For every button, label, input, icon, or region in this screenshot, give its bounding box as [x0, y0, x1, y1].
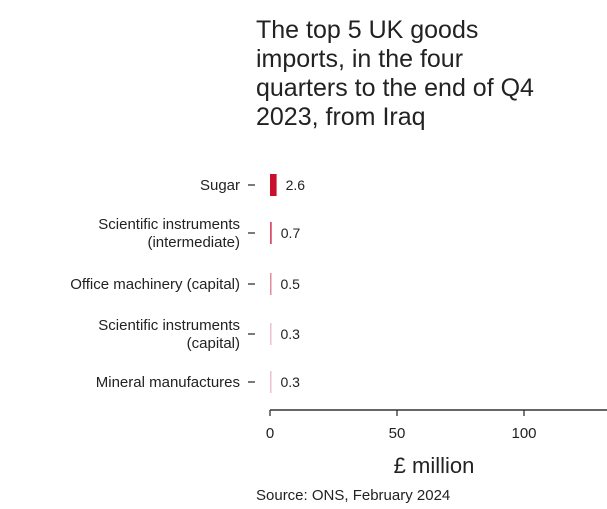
bar — [270, 174, 277, 196]
bar — [270, 273, 272, 295]
category-label: Office machinery (capital) — [70, 276, 240, 293]
x-tick-label: 50 — [389, 425, 406, 442]
value-label: 0.5 — [281, 276, 301, 292]
value-label: 2.6 — [286, 177, 306, 193]
bar — [270, 323, 272, 345]
x-tick-label: 0 — [266, 425, 274, 442]
value-label: 0.3 — [281, 326, 301, 342]
category-label: Sugar — [200, 177, 240, 194]
bar — [270, 222, 272, 244]
category-label: Scientific instruments (intermediate) — [98, 216, 240, 251]
source-note: Source: ONS, February 2024 — [256, 487, 451, 504]
chart-title: The top 5 UK goods imports, in the four … — [256, 16, 534, 131]
category-label: Mineral manufactures — [96, 374, 240, 391]
x-axis-label: £ million — [394, 453, 475, 478]
x-tick-label: 100 — [511, 425, 536, 442]
category-label: Scientific instruments (capital) — [98, 317, 240, 352]
bar — [270, 371, 272, 393]
value-label: 0.3 — [281, 374, 301, 390]
value-label: 0.7 — [281, 225, 301, 241]
